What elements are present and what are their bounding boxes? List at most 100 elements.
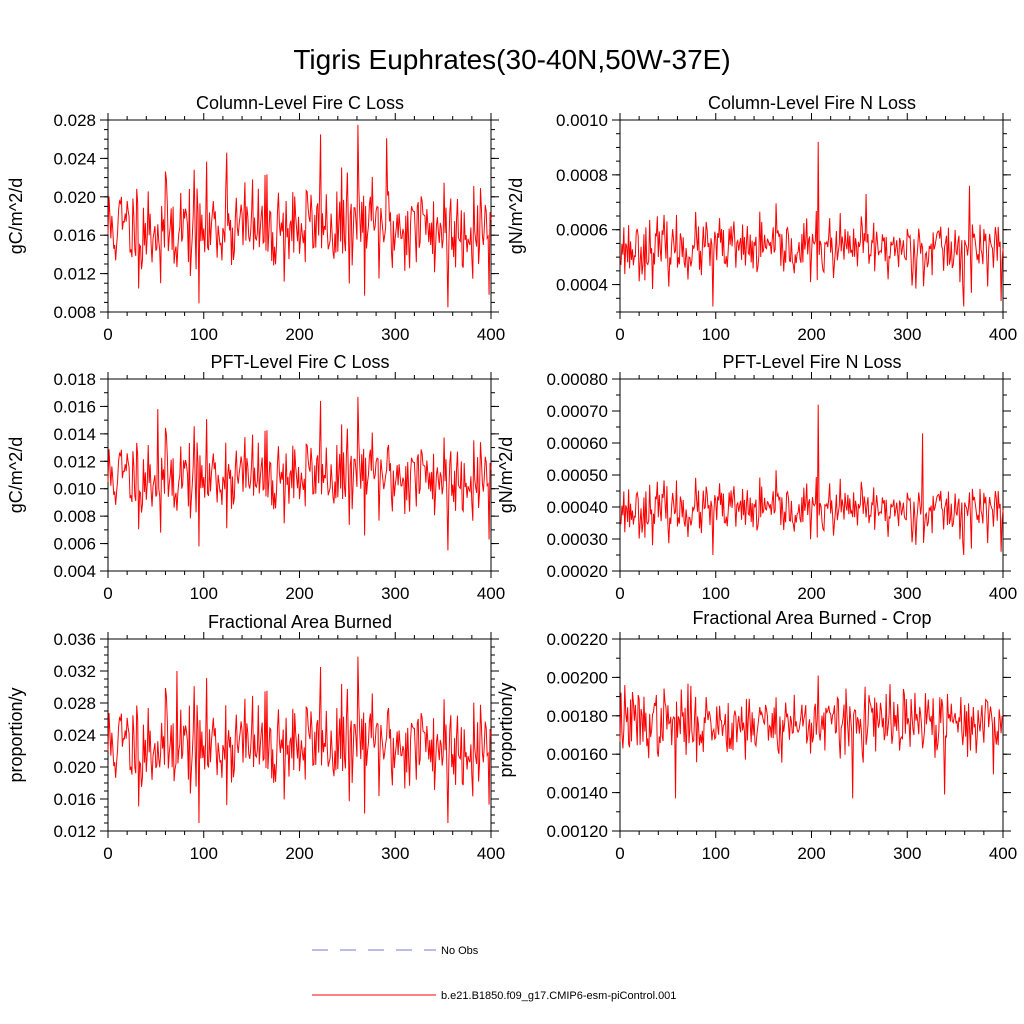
x-tick-label: 300 [893, 844, 921, 863]
y-tick-label: 0.00120 [547, 822, 608, 841]
y-tick-label: 0.016 [53, 397, 96, 416]
y-axis-label: gC/m^2/d [6, 178, 26, 254]
panel-column-fire-n-loss: Column-Level Fire N Loss gN/m^2/d [506, 93, 916, 254]
y-tick-label: 0.0008 [556, 166, 608, 185]
x-tick-label: 0 [615, 584, 624, 603]
x-tick-label: 200 [797, 844, 825, 863]
y-tick-label: 0.00040 [547, 498, 608, 517]
series-line [107, 656, 492, 824]
legend-obs-label: No Obs [441, 945, 479, 957]
y-tick-label: 0.00030 [547, 530, 608, 549]
series-line [619, 404, 1004, 556]
legend: No Obs b.e21.B1850.f09_g17.CMIP6-esm-piC… [312, 945, 676, 1002]
y-tick-label: 0.004 [53, 562, 96, 581]
y-tick-label: 0.036 [53, 630, 96, 649]
y-tick-label: 0.00160 [547, 745, 608, 764]
chart-2: 0 100 200 300 400 0.004 0.006 0.008 0.010 0.012 0.… [53, 370, 505, 603]
y-tick-label: 0.020 [53, 188, 96, 207]
y-tick-label: 0.014 [53, 425, 96, 444]
y-tick-label: 0.010 [53, 480, 96, 499]
x-tick-label: 200 [797, 325, 825, 344]
y-tick-label: 0.028 [53, 111, 96, 130]
chart-0: 0 100 200 300 400 0.008 0.012 0.016 0.020 0.024 0.… [53, 111, 505, 344]
x-tick-label: 400 [477, 325, 505, 344]
chart-4: 0 100 200 300 400 0.012 0.016 0.020 0.024 0.028 0.… [53, 630, 505, 863]
panel-pft-fire-c-loss: PFT-Level Fire C Loss gC/m^2/d [6, 352, 390, 513]
y-tick-label: 0.00140 [547, 784, 608, 803]
y-tick-label: 0.00080 [547, 370, 608, 389]
x-tick-label: 400 [989, 584, 1017, 603]
x-tick-label: 0 [103, 325, 112, 344]
x-tick-label: 400 [989, 844, 1017, 863]
x-tick-label: 100 [702, 844, 730, 863]
x-tick-label: 400 [477, 584, 505, 603]
panel-title: Fractional Area Burned - Crop [692, 608, 931, 628]
x-tick-label: 200 [797, 584, 825, 603]
panel-fractional-area-burned-crop: Fractional Area Burned - Crop proportion… [496, 608, 932, 778]
series-line [107, 124, 492, 308]
x-tick-label: 300 [381, 584, 409, 603]
series-line [619, 141, 1004, 307]
x-tick-label: 0 [103, 844, 112, 863]
x-tick-label: 300 [381, 844, 409, 863]
series-line [619, 675, 1004, 799]
y-tick-label: 0.012 [53, 822, 96, 841]
chart-5: 0 100 200 300 400 0.00120 0.00140 0.00160 0.0018… [547, 630, 1018, 863]
x-tick-label: 100 [190, 325, 218, 344]
series-line [107, 396, 492, 551]
panel-pft-fire-n-loss: PFT-Level Fire N Loss gN/m^2/d [496, 352, 902, 513]
x-tick-label: 100 [702, 325, 730, 344]
y-axis-label: proportion/y [6, 687, 26, 782]
x-tick-label: 200 [285, 325, 313, 344]
plot-frame [619, 378, 1004, 572]
y-tick-label: 0.0010 [556, 111, 608, 130]
x-tick-label: 100 [702, 584, 730, 603]
y-tick-label: 0.00180 [547, 707, 608, 726]
figure-title: Tigris Euphrates(30-40N,50W-37E) [293, 44, 731, 75]
y-tick-label: 0.008 [53, 303, 96, 322]
y-tick-label: 0.028 [53, 694, 96, 713]
y-tick-label: 0.016 [53, 790, 96, 809]
panel-fractional-area-burned: Fractional Area Burned proportion/y [6, 612, 392, 783]
y-axis-label: proportion/y [496, 682, 516, 777]
x-tick-label: 200 [285, 584, 313, 603]
x-tick-label: 300 [381, 325, 409, 344]
chart-1: 0 100 200 300 400 0.0004 0.0006 0.0008 0.0010 [556, 111, 1017, 344]
y-axis-label: gN/m^2/d [506, 178, 526, 254]
panel-title: PFT-Level Fire N Loss [722, 352, 901, 372]
y-tick-label: 0.0004 [556, 276, 608, 295]
y-tick-label: 0.00220 [547, 630, 608, 649]
y-tick-label: 0.00200 [547, 668, 608, 687]
y-tick-label: 0.006 [53, 535, 96, 554]
y-tick-label: 0.00050 [547, 466, 608, 485]
x-tick-label: 200 [285, 844, 313, 863]
x-tick-label: 300 [893, 584, 921, 603]
x-tick-label: 100 [190, 584, 218, 603]
y-tick-label: 0.00060 [547, 434, 608, 453]
y-tick-label: 0.012 [53, 452, 96, 471]
y-tick-label: 0.00070 [547, 402, 608, 421]
x-tick-label: 100 [190, 844, 218, 863]
x-tick-label: 400 [477, 844, 505, 863]
x-tick-label: 0 [615, 325, 624, 344]
y-tick-label: 0.00020 [547, 562, 608, 581]
legend-model-label: b.e21.B1850.f09_g17.CMIP6-esm-piControl.… [441, 990, 676, 1002]
chart-3: 0 100 200 300 400 0.00020 0.00030 0.00040 0.0005… [547, 370, 1018, 603]
plot-frame [619, 119, 1004, 313]
panel-title: Column-Level Fire C Loss [196, 93, 404, 113]
y-tick-label: 0.012 [53, 265, 96, 284]
panel-title: Fractional Area Burned [208, 612, 392, 632]
y-tick-label: 0.020 [53, 758, 96, 777]
x-tick-label: 0 [615, 844, 624, 863]
x-tick-label: 300 [893, 325, 921, 344]
y-tick-label: 0.018 [53, 370, 96, 389]
y-tick-label: 0.008 [53, 507, 96, 526]
y-tick-label: 0.0006 [556, 221, 608, 240]
x-tick-label: 0 [103, 584, 112, 603]
panel-title: PFT-Level Fire C Loss [210, 352, 389, 372]
y-tick-label: 0.024 [53, 726, 96, 745]
y-tick-label: 0.024 [53, 149, 96, 168]
y-tick-label: 0.016 [53, 226, 96, 245]
panel-column-fire-c-loss: Column-Level Fire C Loss gC/m^2/d [6, 93, 404, 254]
